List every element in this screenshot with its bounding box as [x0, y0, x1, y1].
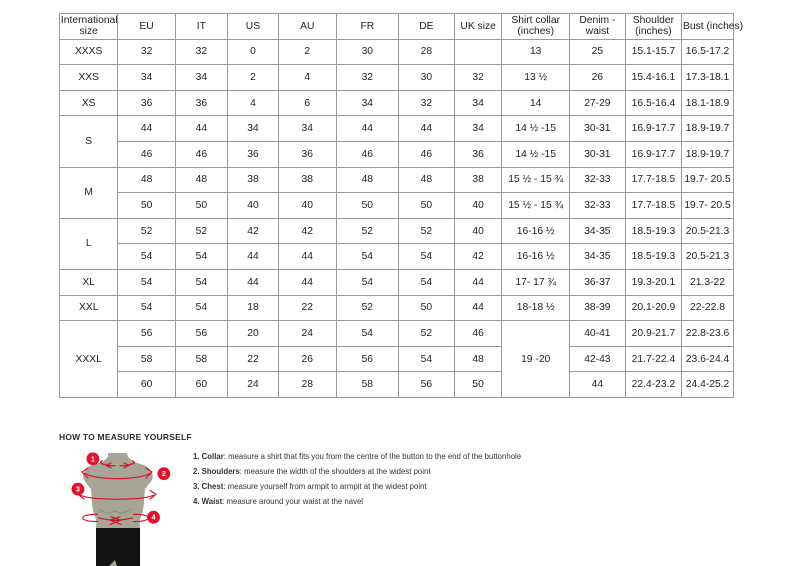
svg-text:4: 4 [152, 513, 156, 522]
svg-text:2: 2 [162, 469, 166, 478]
svg-text:1: 1 [91, 454, 95, 463]
svg-text:3: 3 [76, 485, 80, 494]
